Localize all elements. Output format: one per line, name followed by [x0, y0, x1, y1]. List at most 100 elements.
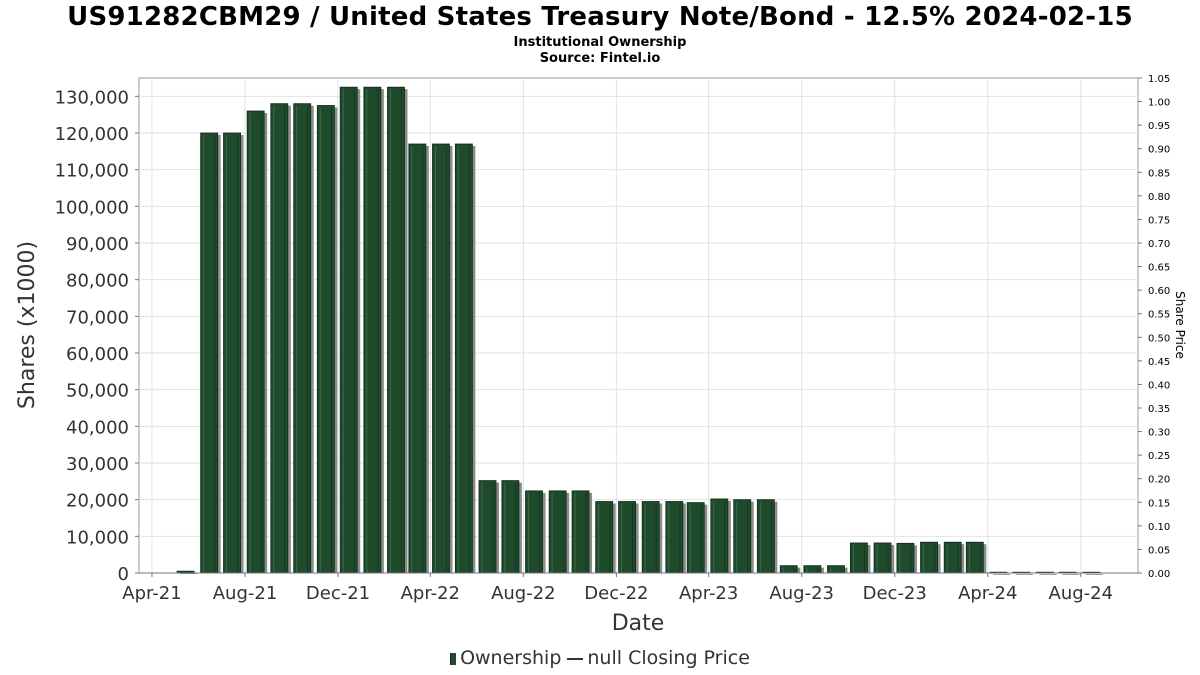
- y-tick-label: 70,000: [66, 307, 129, 328]
- ownership-bar-group: [200, 132, 221, 574]
- y2-tick-label: 0.85: [1148, 168, 1170, 179]
- y2-tick-label: 0.90: [1148, 145, 1170, 156]
- ownership-bar-group: [756, 499, 778, 574]
- x-axis: Apr-21 Aug-21 Dec-21 Apr-22 Aug-22 Dec-22 Apr-…: [122, 572, 1138, 604]
- ownership-bar-group: [920, 541, 941, 574]
- x-tick-label: Apr-23: [679, 583, 738, 604]
- bar-shadow: [1085, 574, 1103, 575]
- x-tick-label: Dec-21: [306, 583, 370, 604]
- y2-tick-label: 0.65: [1148, 263, 1170, 274]
- y-tick-label: 60,000: [66, 344, 129, 365]
- y-tick-label: 100,000: [55, 197, 129, 218]
- y2-tick-label: 0.70: [1148, 239, 1170, 250]
- y2-tick-label: 0.95: [1148, 121, 1170, 132]
- x-tick-label: Apr-22: [401, 583, 460, 604]
- y2-tick-label: 0.35: [1148, 404, 1170, 415]
- ownership-bar-group: [246, 110, 268, 574]
- ownership-bar-group: [873, 542, 895, 574]
- legend: Ownership null Closing Price: [0, 647, 1200, 669]
- y2-tick-label: 0.10: [1148, 522, 1170, 533]
- ownership-bar-group: [665, 501, 686, 574]
- y2-tick-label: 0.15: [1148, 498, 1170, 509]
- bars: [176, 86, 1103, 575]
- ownership-bar-group: [896, 542, 917, 574]
- x-tick-label: Dec-23: [863, 583, 927, 604]
- ownership-bar-group: [223, 132, 244, 574]
- bar-shadow: [1015, 574, 1033, 575]
- ownership-bar-group: [501, 480, 522, 574]
- y-tick-label: 30,000: [66, 454, 129, 475]
- ownership-bar-group: [618, 501, 639, 574]
- bar-shadow: [992, 574, 1010, 575]
- closing-price-swatch: [567, 657, 584, 660]
- ownership-bar-group: [387, 86, 408, 574]
- x-tick-label: Aug-21: [213, 583, 278, 604]
- y-tick-label: 50,000: [66, 381, 129, 402]
- y2-tick-label: 0.80: [1148, 192, 1170, 203]
- y2-tick-label: 0.30: [1148, 428, 1170, 439]
- y-tick-label: 120,000: [55, 124, 129, 145]
- y2-tick-label: 0.55: [1148, 310, 1170, 321]
- legend-closing-price: null Closing Price: [587, 647, 750, 669]
- bar-shadow: [1062, 574, 1080, 575]
- ownership-swatch: [450, 652, 457, 665]
- y2-axis-label: Share Price: [1173, 291, 1187, 359]
- ownership-bar-group: [363, 86, 384, 574]
- chart-subtitle: Institutional Ownership: [513, 35, 687, 50]
- ownership-bar-group: [571, 490, 593, 574]
- ownership-bar-group: [803, 565, 824, 574]
- y2-tick-label: 0.50: [1148, 333, 1170, 344]
- x-axis-label: Date: [612, 611, 665, 636]
- y-tick-label: 20,000: [66, 491, 129, 512]
- x-tick-label: Apr-21: [122, 583, 181, 604]
- ownership-bar-group: [408, 143, 429, 574]
- ownership-bar-group: [316, 105, 338, 574]
- y2-tick-label: 0.45: [1148, 357, 1170, 368]
- y-tick-label: 110,000: [55, 161, 129, 182]
- y2-tick-label: 0.20: [1148, 475, 1170, 486]
- ownership-bar-group: [849, 542, 871, 574]
- y2-tick-label: 0.25: [1148, 451, 1170, 462]
- y-tick-label: 80,000: [66, 271, 129, 292]
- ownership-bar-group: [454, 143, 476, 574]
- ownership-bar-group: [339, 86, 361, 574]
- y2-tick-label: 1.05: [1148, 74, 1170, 85]
- ownership-bar-group: [525, 490, 546, 574]
- ownership-bar-group: [270, 103, 291, 574]
- y-tick-label: 90,000: [66, 234, 129, 255]
- ownership-bar-group: [595, 501, 616, 574]
- ownership-bar-group: [779, 565, 801, 574]
- x-tick-label: Dec-22: [584, 583, 648, 604]
- bar-shadow: [180, 573, 198, 574]
- ownership-bar-group: [827, 565, 848, 574]
- y-tick-label: 40,000: [66, 417, 129, 438]
- y2-axis: 0.00 0.05 0.10 0.15 0.20 0.25 0.30 0.35 0.40 0.45…: [1138, 74, 1170, 580]
- x-tick-label: Aug-22: [491, 583, 556, 604]
- ownership-chart: 0 10,000 20,000 30,000 40,000 50,000 60,000 70,…: [15, 74, 1187, 636]
- y-tick-label: 10,000: [66, 527, 129, 548]
- ownership-bar-group: [686, 502, 708, 574]
- ownership-bar-group: [641, 501, 663, 574]
- x-tick-label: Aug-23: [769, 583, 834, 604]
- chart-title: US91282CBM29 / United States Treasury No…: [67, 2, 1133, 32]
- ownership-bar-group: [943, 541, 965, 574]
- y2-tick-label: 0.05: [1148, 545, 1170, 556]
- y-tick-label: 130,000: [55, 87, 129, 108]
- ownership-bar-group: [432, 143, 453, 574]
- ownership-bar-group: [965, 541, 987, 574]
- y2-tick-label: 0.60: [1148, 286, 1170, 297]
- ownership-bar-group: [548, 490, 570, 574]
- x-tick-label: Apr-24: [958, 583, 1017, 604]
- legend-ownership: Ownership: [460, 647, 562, 669]
- y-axis: 0 10,000 20,000 30,000 40,000 50,000 60,000 70,…: [55, 87, 139, 585]
- ownership-bar-group: [293, 103, 314, 574]
- bar-shadow: [1039, 574, 1057, 575]
- y-tick-label: 0: [118, 564, 129, 585]
- y2-tick-label: 1.00: [1148, 98, 1170, 109]
- ownership-bar-group: [710, 498, 731, 574]
- y2-tick-label: 0.40: [1148, 380, 1170, 391]
- y2-tick-label: 0.00: [1148, 569, 1170, 580]
- chart-source: Source: Fintel.io: [539, 51, 661, 66]
- ownership-bar-group: [733, 499, 754, 574]
- x-tick-label: Aug-24: [1049, 583, 1114, 604]
